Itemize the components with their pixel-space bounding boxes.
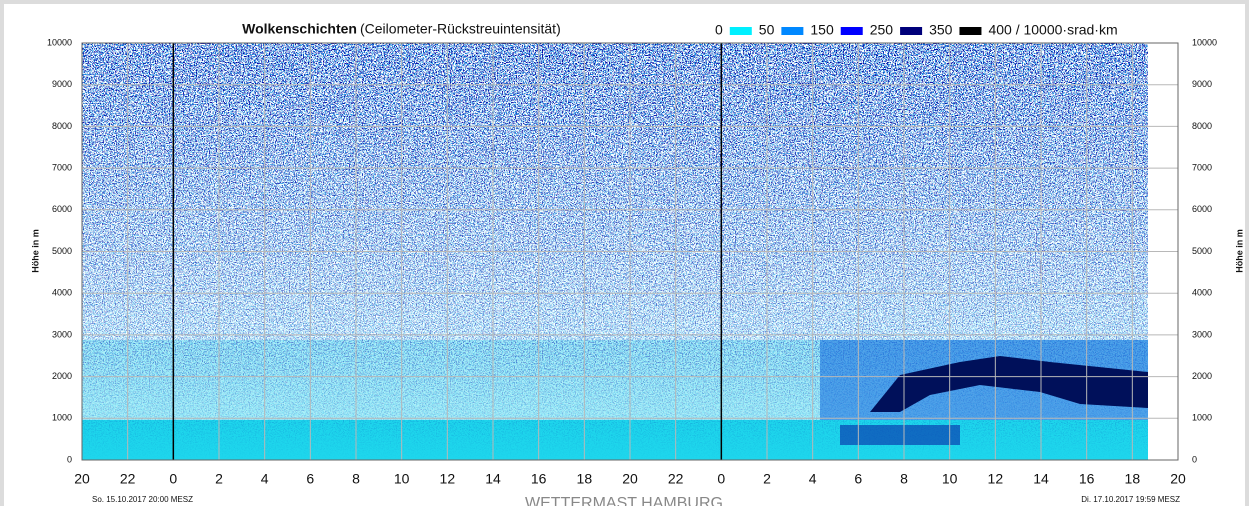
- y-tick-label: 3000: [52, 329, 72, 339]
- y-tick-label-right: 8000: [1192, 121, 1212, 131]
- x-tick-label: 20: [622, 471, 638, 487]
- legend-label: 50: [759, 22, 775, 38]
- x-tick-label: 4: [809, 471, 817, 487]
- x-tick-label: 18: [1125, 471, 1141, 487]
- y-tick-label: 6000: [52, 204, 72, 214]
- x-tick-label: 8: [352, 471, 360, 487]
- y-tick-label: 1000: [52, 413, 72, 423]
- x-tick-label: 14: [1033, 471, 1049, 487]
- y-tick-label: 10000: [47, 37, 72, 47]
- legend-swatch: [729, 27, 752, 35]
- x-tick-label: 10: [942, 471, 958, 487]
- x-tick-label: 10: [394, 471, 410, 487]
- y-tick-label-right: 5000: [1192, 246, 1212, 256]
- y-axis-label-right: Höhe in m: [1234, 229, 1244, 273]
- x-tick-label: 14: [485, 471, 501, 487]
- y-tick-label: 4000: [52, 288, 72, 298]
- y-tick-label: 0: [67, 454, 72, 464]
- y-tick-label-right: 2000: [1192, 371, 1212, 381]
- x-tick-label: 22: [668, 471, 684, 487]
- x-tick-label: 12: [440, 471, 456, 487]
- x-tick-label: 8: [900, 471, 908, 487]
- y-tick-label: 5000: [52, 246, 72, 256]
- chart-subtitle: (Ceilometer-Rückstreuintensität): [360, 21, 561, 37]
- x-tick-label: 6: [306, 471, 314, 487]
- y-tick-label: 9000: [52, 79, 72, 89]
- x-tick-label: 22: [120, 471, 136, 487]
- start-time: So. 15.10.2017 20:00 MESZ: [92, 495, 193, 504]
- x-tick-label: 16: [531, 471, 547, 487]
- y-tick-label-right: 9000: [1192, 79, 1212, 89]
- y-tick-label: 7000: [52, 162, 72, 172]
- legend-label: 250: [870, 22, 894, 38]
- legend-swatch: [781, 27, 804, 35]
- y-tick-label-right: 1000: [1192, 413, 1212, 423]
- chart-title: Wolkenschichten: [242, 21, 357, 37]
- y-tick-label: 8000: [52, 121, 72, 131]
- x-tick-label: 6: [854, 471, 862, 487]
- y-tick-label-right: 7000: [1192, 162, 1212, 172]
- x-tick-label: 18: [577, 471, 593, 487]
- x-tick-label: 16: [1079, 471, 1095, 487]
- x-tick-label: 0: [169, 471, 177, 487]
- x-tick-label: 12: [988, 471, 1004, 487]
- y-tick-label-right: 3000: [1192, 329, 1212, 339]
- end-time: Di. 17.10.2017 19:59 MESZ: [1081, 495, 1180, 504]
- legend-label: 400 / 10000·srad·km: [988, 22, 1117, 38]
- x-tick-label: 2: [215, 471, 223, 487]
- y-tick-label-right: 10000: [1192, 37, 1217, 47]
- x-tick-label: 20: [74, 471, 90, 487]
- legend-label: 0: [715, 22, 723, 38]
- y-tick-label-right: 4000: [1192, 288, 1212, 298]
- x-tick-label: 4: [261, 471, 269, 487]
- legend-label: 150: [810, 22, 834, 38]
- y-axis-label: Höhe in m: [30, 229, 40, 273]
- plot-frame: [81, 42, 1179, 461]
- y-tick-label-right: 6000: [1192, 204, 1212, 214]
- legend-label: 350: [929, 22, 953, 38]
- x-tick-label: 0: [717, 471, 725, 487]
- legend-swatch: [840, 27, 863, 35]
- x-tick-label: 20: [1170, 471, 1186, 487]
- legend-swatch: [900, 27, 923, 35]
- y-tick-label-right: 0: [1192, 454, 1197, 464]
- station-name: WETTERMAST HAMBURG: [525, 495, 723, 506]
- x-tick-label: 2: [763, 471, 771, 487]
- y-tick-label: 2000: [52, 371, 72, 381]
- legend-swatch: [959, 27, 982, 35]
